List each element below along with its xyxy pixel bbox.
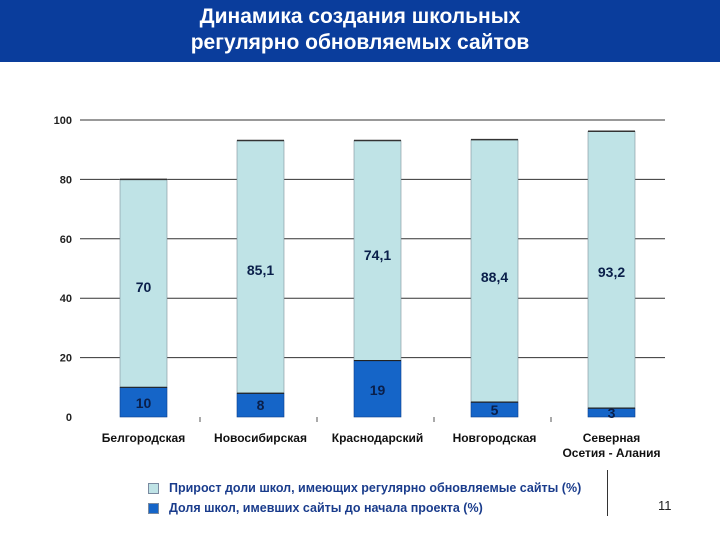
legend: Прирост доли школ, имеющих регулярно обн… [148,478,581,518]
bar-initial [353,360,402,418]
bar-increase [470,139,519,403]
data-label-initial: 8 [257,397,265,413]
x-category-label: Новгородская [453,431,537,445]
y-tick-label: 20 [60,353,72,365]
legend-swatch-increase [148,482,159,494]
y-tick-label: 80 [60,174,72,186]
legend-divider [607,470,608,516]
bar-increase [587,130,636,409]
bar-increase [119,179,168,388]
slide-title: Динамика создания школьных регулярно обн… [0,4,720,56]
data-label-initial: 5 [491,402,499,418]
data-label-initial: 10 [136,395,152,411]
legend-item-initial: Доля школ, имевших сайты до начала проек… [148,498,581,518]
stacked-bar-chart: 0 20 40 60 80 100 70 10 Белгородская 85,1 8 Новосиб… [54,115,665,460]
x-category-label: Белгородская [102,431,185,445]
y-tick-label: 100 [54,115,72,127]
data-label-increase: 85,1 [247,262,274,278]
title-bar [0,0,720,62]
title-line-1: Динамика создания школьных [199,5,521,28]
data-label-initial: 19 [370,382,386,398]
y-tick-label: 40 [60,293,72,305]
x-category-label: Северная [583,431,641,445]
x-category-label: Новосибирская [214,431,307,445]
data-label-increase: 74,1 [364,247,391,263]
data-label-initial: 3 [608,405,616,421]
legend-label-increase: Прирост доли школ, имеющих регулярно обн… [169,481,582,495]
title-line-2: регулярно обновляемых сайтов [190,31,530,54]
legend-item-increase: Прирост доли школ, имеющих регулярно обн… [148,478,581,498]
x-category-label: Краснодарский [332,431,423,445]
x-category-label: Осетия - Алания [562,446,660,460]
y-tick-label: 60 [60,234,72,246]
legend-label-initial: Доля школ, имевших сайты до начала проек… [169,501,483,515]
data-label-increase: 88,4 [481,269,508,285]
data-label-increase: 70 [136,279,152,295]
page-number: 11 [658,498,672,513]
bar-increase [353,140,402,361]
data-label-increase: 93,2 [598,264,625,280]
legend-swatch-initial [148,502,159,514]
y-tick-label: 0 [66,412,72,424]
